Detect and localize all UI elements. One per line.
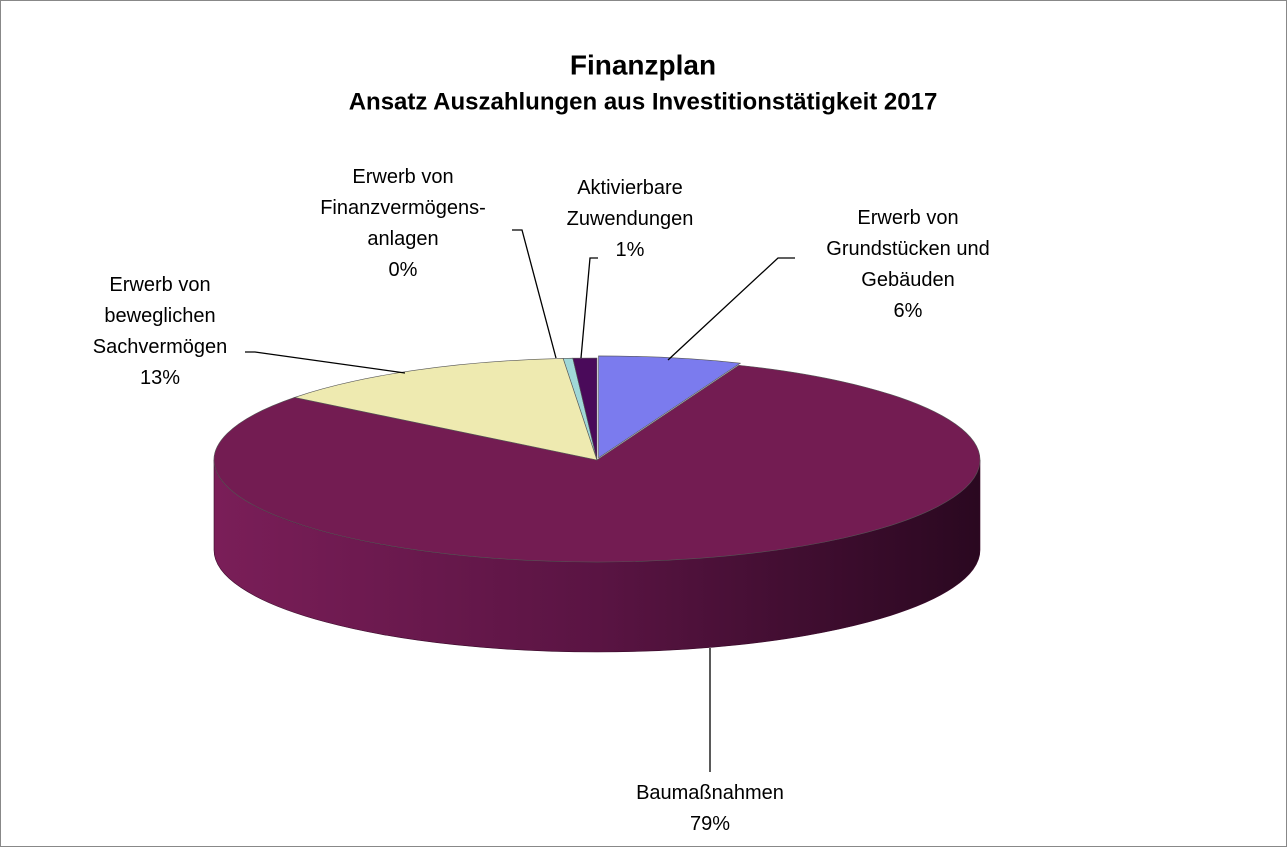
slice-label: Baumaßnahmen 79% — [636, 778, 784, 840]
slice-label: Aktivierbare Zuwendungen 1% — [567, 173, 694, 266]
leader-line — [667, 257, 795, 361]
slice — [213, 364, 981, 563]
category-label: Aktivierbare Zuwendungen — [566, 177, 694, 230]
slice-label: Erwerb von beweglichen Sachvermögen 13% — [93, 270, 228, 394]
value-label: 0% — [388, 259, 418, 281]
value-label: 13% — [139, 367, 181, 389]
value-label: 79% — [689, 813, 731, 835]
pie — [213, 355, 981, 653]
leader-lines — [245, 229, 795, 772]
slice-label: Erwerb von Finanzvermögens- anlagen 0% — [320, 162, 486, 286]
category-label: Erwerb von Finanzvermögens- anlagen — [320, 166, 486, 250]
leader-line — [245, 351, 406, 374]
chart-title: Finanzplan — [570, 49, 716, 80]
category-label: Erwerb von Grundstücken und Gebäuden — [826, 207, 990, 291]
category-label: Baumaßnahmen — [636, 782, 784, 804]
value-label: 1% — [615, 239, 645, 261]
slice — [572, 357, 598, 461]
chart-subtitle: Ansatz Auszahlungen aus Investitionstäti… — [349, 88, 938, 115]
category-label: Erwerb von beweglichen Sachvermögen — [92, 274, 228, 358]
slice-label: Erwerb von Grundstücken und Gebäuden 6% — [826, 203, 989, 327]
leader-line — [512, 229, 557, 359]
slice — [293, 358, 598, 461]
leader-line — [580, 257, 598, 359]
value-label: 6% — [893, 300, 923, 322]
